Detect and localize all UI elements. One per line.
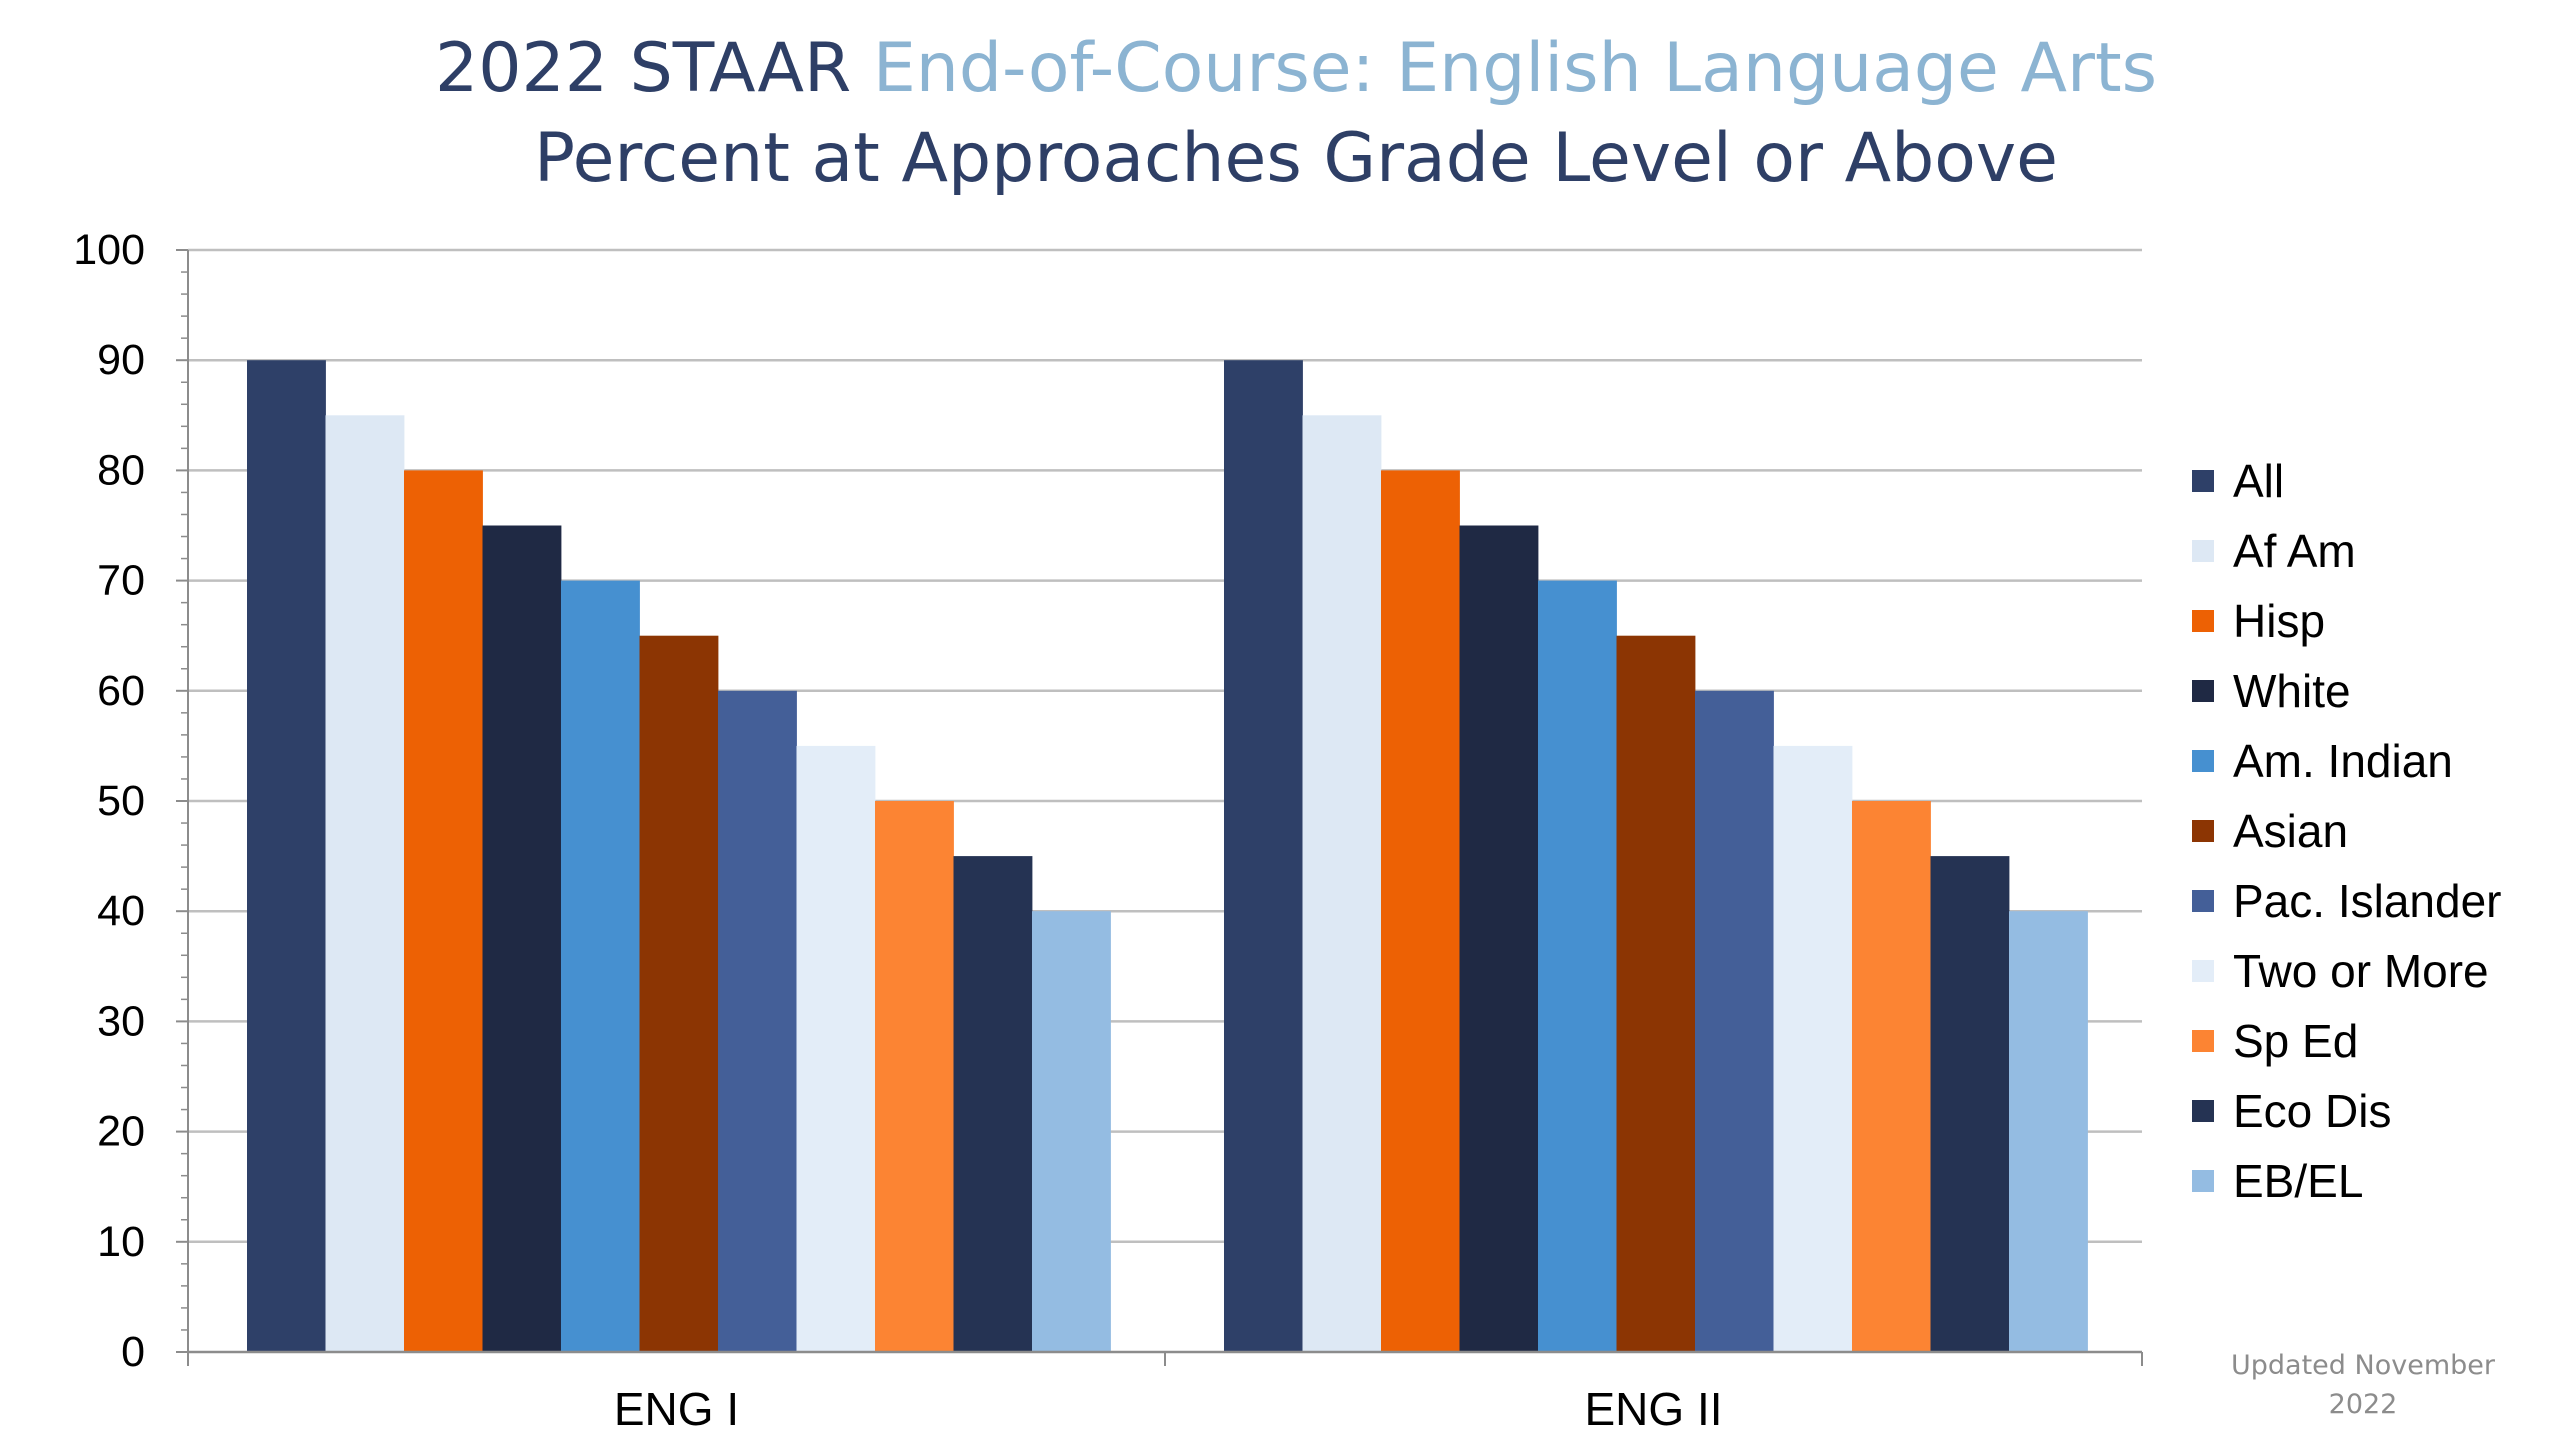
bar: [875, 801, 954, 1352]
legend-swatch: [2192, 820, 2214, 842]
legend-swatch: [2192, 1170, 2214, 1192]
bar: [1773, 745, 1853, 1352]
legend-label: Af Am: [2233, 525, 2356, 577]
legend-label: Am. Indian: [2233, 735, 2453, 787]
bar: [718, 690, 797, 1352]
bar: [404, 470, 483, 1352]
bar: [561, 580, 640, 1352]
legend-swatch: [2192, 960, 2214, 982]
y-tick-label: 50: [97, 777, 145, 825]
chart-title-part2: End-of-Course: English Language Arts: [873, 29, 2157, 108]
bar: [482, 525, 562, 1352]
legend: All Af Am Hisp White Am. Indian Asian Pac. Isl…: [2192, 455, 2501, 1207]
chart-title-part1: 2022 STAAR: [435, 29, 873, 108]
legend-swatch: [2192, 1100, 2214, 1122]
legend-swatch: [2192, 890, 2214, 912]
legend-label: Hisp: [2233, 595, 2325, 647]
bar: [1930, 856, 2010, 1352]
footnote-line-1: Updated November: [2231, 1350, 2496, 1381]
legend-label: Eco Dis: [2233, 1085, 2391, 1137]
bar: [796, 745, 876, 1352]
legend-swatch: [2192, 470, 2214, 492]
legend-label: All: [2233, 455, 2284, 507]
bar: [1459, 525, 1539, 1352]
legend-label: White: [2233, 665, 2351, 717]
bar: [1852, 801, 1931, 1352]
legend-swatch: [2192, 750, 2214, 772]
legend-label: Sp Ed: [2233, 1015, 2358, 1067]
bar: [1695, 690, 1774, 1352]
legend-swatch: [2192, 680, 2214, 702]
bar: [953, 856, 1033, 1352]
bar: [1224, 360, 1303, 1352]
chart-subtitle: Percent at Approaches Grade Level or Abo…: [534, 119, 2058, 198]
y-tick-label: 80: [97, 446, 145, 494]
y-tick-label: 0: [121, 1328, 145, 1376]
legend-swatch: [2192, 1030, 2214, 1052]
y-tick-label: 40: [97, 887, 145, 935]
bar: [247, 360, 326, 1352]
chart-title: 2022 STAAR End-of-Course: English Langua…: [435, 29, 2157, 108]
y-tick-label: 30: [97, 997, 145, 1045]
bar: [325, 415, 405, 1352]
bar: [1302, 415, 1382, 1352]
legend-swatch: [2192, 610, 2214, 632]
y-tick-label: 100: [73, 226, 145, 274]
bar: [1616, 635, 1696, 1352]
bar: [1032, 911, 1111, 1352]
y-tick-label: 60: [97, 667, 145, 715]
bars: [247, 360, 2088, 1352]
x-tick-label: ENG II: [1584, 1383, 1722, 1435]
legend-label: Asian: [2233, 805, 2348, 857]
y-tick-label: 90: [97, 336, 145, 384]
y-tick-label: 10: [97, 1218, 145, 1266]
bar: [639, 635, 719, 1352]
legend-label: Two or More: [2233, 945, 2489, 997]
bar: [2009, 911, 2088, 1352]
x-tick-label: ENG I: [614, 1383, 739, 1435]
y-tick-label: 20: [97, 1108, 145, 1156]
bar: [1381, 470, 1460, 1352]
legend-swatch: [2192, 540, 2214, 562]
legend-label: EB/EL: [2233, 1155, 2363, 1207]
legend-label: Pac. Islander: [2233, 875, 2501, 927]
bar: [1538, 580, 1617, 1352]
y-tick-label: 70: [97, 557, 145, 605]
footnote-line-2: 2022: [2329, 1389, 2398, 1420]
axes: 0 10 20 30 40 50 60 70 80 90 100 ENG I ENG II: [73, 226, 2143, 1435]
